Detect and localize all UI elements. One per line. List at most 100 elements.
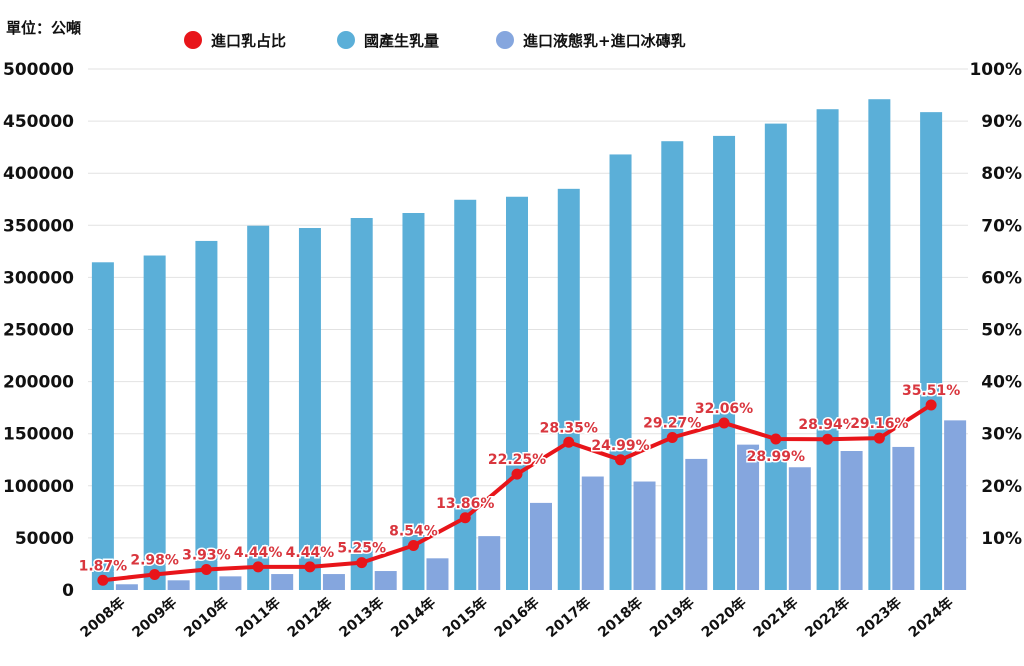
line-point — [304, 561, 316, 573]
bar-imported-milk — [840, 450, 863, 590]
y2-tick-label: 10% — [981, 529, 1022, 549]
bar-domestic-milk — [298, 228, 321, 590]
legend-label-import-ratio: 進口乳占比 — [211, 32, 286, 50]
legend-item-import-ratio[interactable]: 進口乳占比 — [184, 31, 286, 50]
x-tick-label: 2010年 — [180, 594, 232, 641]
x-tick-label: 2018年 — [595, 594, 647, 641]
bar-imported-milk — [219, 576, 242, 590]
line-point — [356, 557, 368, 569]
bar-domestic-milk — [247, 225, 270, 590]
data-label: 28.35% — [540, 420, 598, 436]
bar-domestic-milk — [816, 109, 839, 591]
x-tick-label: 2011年 — [232, 594, 284, 641]
y2-tick-label: 20% — [981, 477, 1022, 497]
bar-domestic-milk — [143, 255, 166, 590]
line-point — [511, 468, 523, 480]
bar-imported-milk — [426, 558, 449, 590]
data-label: 35.51% — [902, 383, 960, 399]
y-tick-label: 450000 — [3, 112, 74, 132]
bar-domestic-milk — [868, 99, 891, 590]
data-label: 32.06% — [695, 401, 753, 417]
bar-imported-milk — [271, 574, 294, 590]
unit-label: 單位：公噸 — [6, 19, 81, 37]
y-tick-label: 500000 — [3, 60, 74, 80]
data-label: 28.94% — [798, 417, 856, 433]
x-tick-label: 2019年 — [646, 594, 698, 641]
data-label: 24.99% — [591, 438, 649, 454]
bar-imported-milk — [788, 467, 811, 590]
line-point — [563, 436, 575, 448]
bar-imported-milk — [685, 458, 708, 590]
line-point — [770, 433, 782, 445]
legend-marker-imported-milk — [496, 31, 514, 49]
line-point — [873, 432, 885, 444]
line-point — [666, 432, 678, 444]
legend-item-imported-milk[interactable]: 進口液態乳+進口冰磚乳 — [496, 31, 686, 50]
legend-item-domestic-milk[interactable]: 國產生乳量 — [337, 31, 439, 50]
data-label: 29.16% — [850, 416, 908, 432]
legend: 進口乳占比 國產生乳量 進口液態乳+進口冰磚乳 — [184, 31, 686, 50]
bar-domestic-milk — [402, 213, 425, 590]
bar-domestic-milk — [661, 141, 684, 590]
y-tick-label: 0 — [62, 581, 74, 601]
bar-domestic-milk — [609, 154, 632, 590]
line-point — [252, 561, 264, 573]
line-point — [149, 568, 161, 580]
x-tick-label: 2014年 — [388, 594, 440, 641]
line-point — [407, 540, 419, 552]
y2-tick-label: 70% — [981, 216, 1022, 236]
bar-imported-milk — [167, 580, 190, 590]
bar-domestic-milk — [557, 188, 580, 590]
bar-imported-milk — [322, 574, 345, 590]
bar-domestic-milk — [506, 196, 528, 590]
x-tick-label: 2022年 — [802, 594, 854, 641]
y2-tick-label: 60% — [981, 268, 1022, 288]
y2-tick-label: 30% — [981, 425, 1022, 445]
data-label: 22.25% — [488, 452, 546, 468]
line-series — [97, 399, 937, 586]
x-tick-label: 2020年 — [698, 594, 750, 641]
bar-imported-milk — [374, 571, 397, 590]
y2-tick-label: 100% — [969, 60, 1022, 80]
x-tick-label: 2013年 — [336, 594, 388, 641]
y2-tick-label: 40% — [981, 373, 1022, 393]
x-tick-label: 2023年 — [853, 594, 905, 641]
x-axis: 2008年 2009年 2010年 2011年 2012年 2013年 2014年 2015年… — [77, 594, 957, 641]
data-label: 13.86% — [436, 496, 494, 512]
x-tick-label: 2017年 — [543, 594, 595, 641]
y-tick-label: 200000 — [3, 373, 74, 393]
bar-domestic-milk — [764, 123, 787, 590]
bar-imported-milk — [530, 502, 552, 590]
x-tick-label: 2008年 — [77, 594, 129, 641]
legend-label-imported-milk: 進口液態乳+進口冰磚乳 — [523, 32, 686, 50]
bar-imported-milk — [892, 446, 915, 590]
y-axis-left: 0 50000 100000 150000 200000 250000 300000 3500… — [3, 60, 74, 601]
bar-domestic-milk — [195, 240, 218, 590]
data-label: 8.54% — [389, 524, 438, 540]
y-tick-label: 50000 — [15, 529, 74, 549]
data-label: 3.93% — [182, 548, 231, 564]
bar-imported-milk — [633, 481, 656, 590]
bar-domestic-milk — [920, 112, 943, 591]
legend-marker-import-ratio — [184, 31, 202, 49]
bar-imported-milk — [944, 420, 967, 590]
bar-domestic-milk — [713, 135, 736, 590]
legend-label-domestic-milk: 國產生乳量 — [364, 32, 439, 50]
bar-imported-milk — [115, 584, 138, 590]
data-label: 4.44% — [286, 545, 335, 561]
x-tick-label: 2012年 — [284, 594, 336, 641]
bar-domestic-milk — [454, 199, 477, 590]
x-tick-label: 2021年 — [750, 594, 802, 641]
bar-imported-milk — [581, 476, 604, 590]
bars — [91, 99, 967, 591]
data-label: 2.98% — [130, 552, 179, 568]
line-point — [97, 574, 109, 586]
y-tick-label: 100000 — [3, 477, 74, 497]
y-tick-label: 400000 — [3, 164, 74, 184]
y-axis-right: 10% 20% 30% 40% 50% 60% 70% 80% 90% 100% — [969, 60, 1022, 549]
data-label: 5.25% — [337, 541, 386, 557]
data-label: 4.44% — [234, 545, 283, 561]
data-label: 29.27% — [643, 416, 701, 432]
x-tick-label: 2009年 — [129, 594, 181, 641]
